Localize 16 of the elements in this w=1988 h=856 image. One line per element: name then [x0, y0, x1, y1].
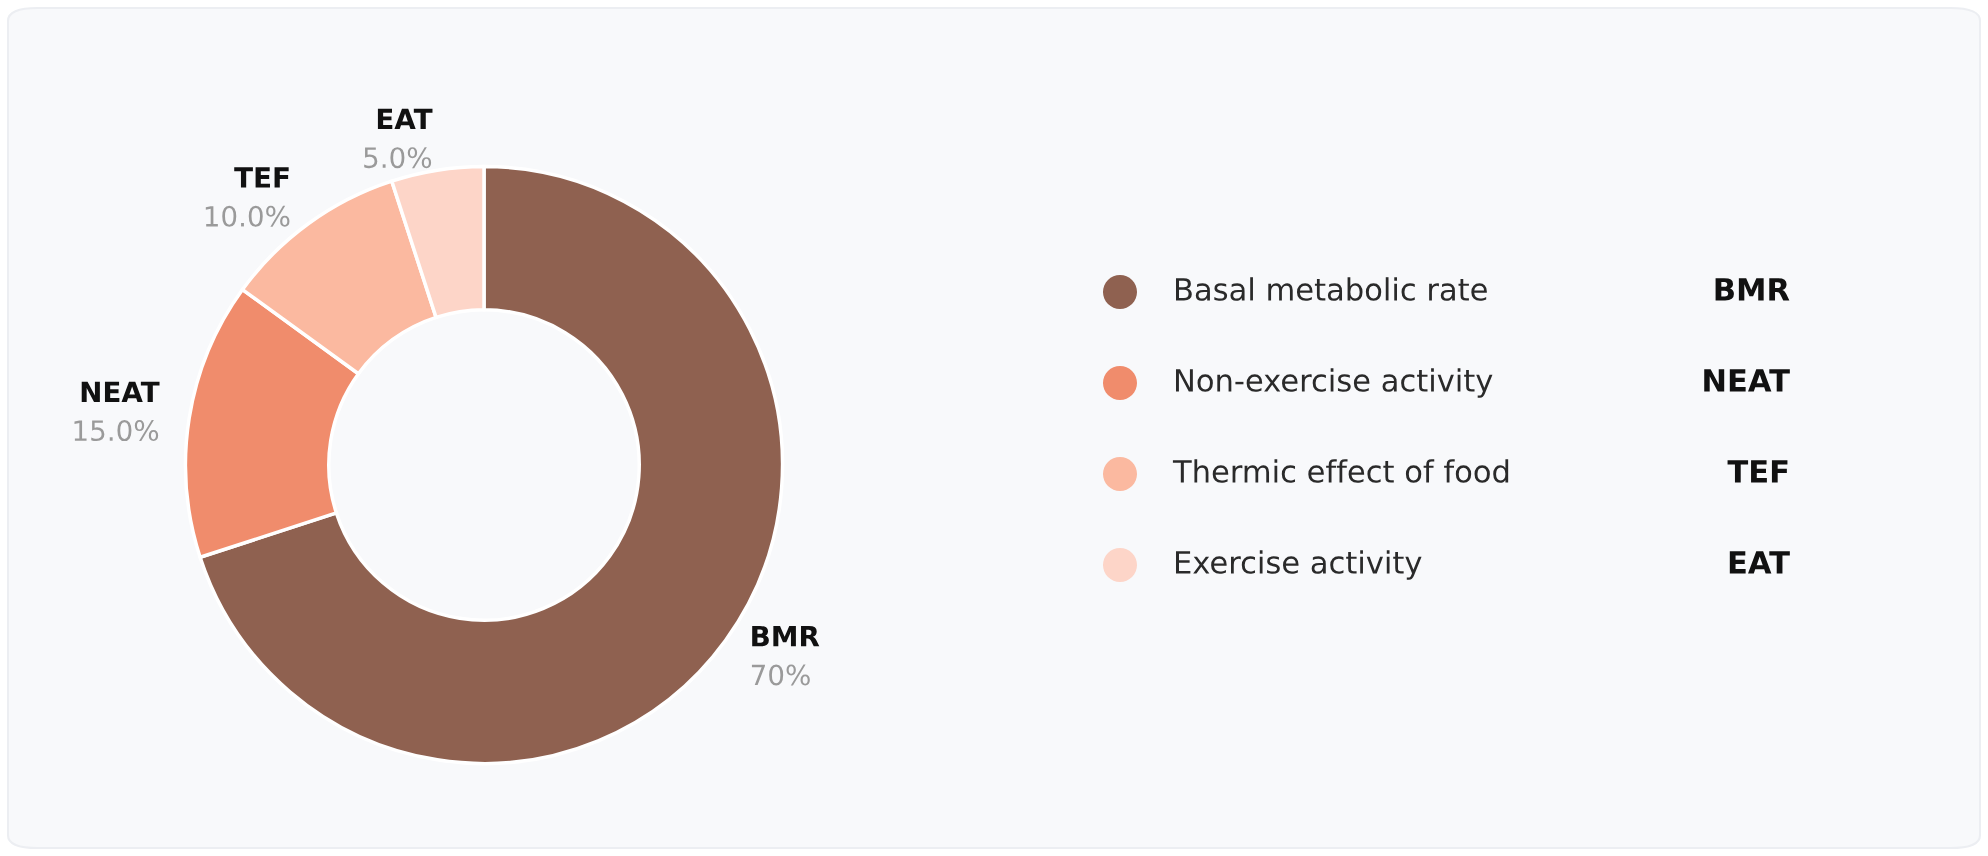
- category-label: NEAT: [1704, 369, 1790, 392]
- data-label: 15.0%: [74, 420, 159, 442]
- text: Basal metabolic rate: [1176, 277, 1487, 301]
- data-label: 10.0%: [205, 205, 290, 227]
- data-label: 5.0%: [364, 147, 432, 169]
- text: Exercise activity: [1176, 550, 1422, 580]
- data-label: 70%: [751, 664, 810, 686]
- slice-label: NEAT: [81, 381, 160, 402]
- slice-label: EAT: [377, 108, 433, 129]
- category-label: EAT: [1729, 551, 1790, 574]
- category-label: TEF: [1727, 460, 1788, 483]
- text: Thermic effect of food: [1172, 459, 1509, 483]
- category-label: BMR: [1715, 278, 1790, 301]
- slice-label: BMR: [752, 626, 820, 647]
- text: Non-exercise activity: [1176, 368, 1493, 398]
- slice-label: TEF: [234, 167, 289, 188]
